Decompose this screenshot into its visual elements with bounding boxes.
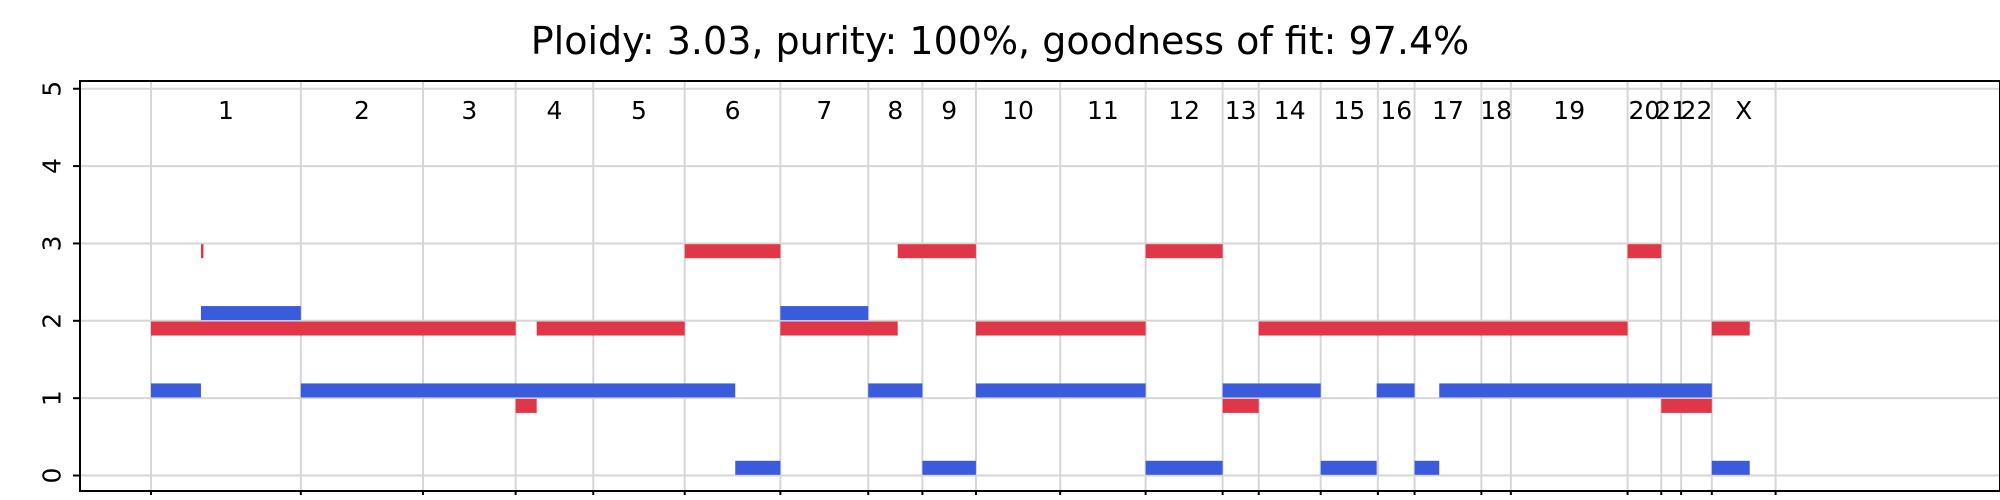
major-allele-segment xyxy=(1222,398,1259,413)
chromosome-label-14: 14 xyxy=(1274,96,1306,125)
major-allele-segment xyxy=(151,321,516,336)
chromosome-label-18: 18 xyxy=(1480,96,1512,125)
y-tick-label: 0 xyxy=(38,468,67,484)
major-allele-segment xyxy=(1258,321,1628,336)
minor-allele-segment xyxy=(1222,383,1321,398)
major-allele-segment xyxy=(684,244,781,259)
major-allele-segment xyxy=(200,244,204,259)
chromosome-label-22: 22 xyxy=(1681,96,1713,125)
chromosome-label-16: 16 xyxy=(1380,96,1412,125)
minor-allele-segment xyxy=(1376,383,1415,398)
chromosome-label-10: 10 xyxy=(1002,96,1034,125)
chromosome-label-13: 13 xyxy=(1225,96,1257,125)
minor-allele-segment xyxy=(1414,460,1440,475)
chart-title: Ploidy: 3.03, purity: 100%, goodness of … xyxy=(531,19,1469,63)
minor-allele-segment xyxy=(922,460,976,475)
chromosome-label-6: 6 xyxy=(725,96,741,125)
minor-allele-segment xyxy=(975,383,1146,398)
major-allele-segment xyxy=(1627,244,1662,259)
y-tick-label: 5 xyxy=(38,81,67,97)
minor-allele-segment xyxy=(200,306,301,321)
chromosome-label-12: 12 xyxy=(1168,96,1200,125)
minor-allele-segment xyxy=(868,383,923,398)
minor-allele-segment xyxy=(300,383,736,398)
major-allele-segment xyxy=(897,244,976,259)
major-allele-segment xyxy=(1661,398,1712,413)
y-tick-label: 3 xyxy=(38,235,67,251)
chromosome-label-15: 15 xyxy=(1333,96,1365,125)
minor-allele-segment xyxy=(1320,460,1377,475)
minor-allele-segment xyxy=(1439,383,1712,398)
chromosome-label-7: 7 xyxy=(816,96,832,125)
chromosome-label-8: 8 xyxy=(887,96,903,125)
chromosome-label-21: 21 xyxy=(1655,96,1687,125)
minor-allele-segment xyxy=(780,306,869,321)
chromosome-label-11: 11 xyxy=(1087,96,1119,125)
y-tick-label: 4 xyxy=(38,158,67,174)
chromosome-label-1: 1 xyxy=(218,96,234,125)
major-allele-segment xyxy=(515,398,537,413)
minor-allele-segment xyxy=(151,383,201,398)
minor-allele-segment xyxy=(735,460,781,475)
plot-frame xyxy=(79,80,2000,492)
chromosome-label-20: 20 xyxy=(1629,96,1661,125)
minor-allele-segment xyxy=(1145,460,1223,475)
grid xyxy=(80,81,2000,491)
major-allele-segment xyxy=(780,321,898,336)
chromosome-label-17: 17 xyxy=(1432,96,1464,125)
y-tick-label: 2 xyxy=(38,313,67,329)
major-allele-segment xyxy=(536,321,685,336)
chromosome-label-9: 9 xyxy=(941,96,957,125)
chromosome-label-5: 5 xyxy=(631,96,647,125)
major-allele-segment xyxy=(1145,244,1223,259)
major-allele-segment xyxy=(1711,321,1750,336)
copy-number-segments xyxy=(151,244,1750,475)
chromosome-label-3: 3 xyxy=(461,96,477,125)
chromosome-label-4: 4 xyxy=(546,96,562,125)
y-tick-label: 1 xyxy=(38,390,67,406)
minor-allele-segment xyxy=(1711,460,1750,475)
chromosome-label-19: 19 xyxy=(1553,96,1585,125)
major-allele-segment xyxy=(975,321,1146,336)
chromosome-label-X: X xyxy=(1735,96,1752,125)
chromosome-label-2: 2 xyxy=(354,96,370,125)
